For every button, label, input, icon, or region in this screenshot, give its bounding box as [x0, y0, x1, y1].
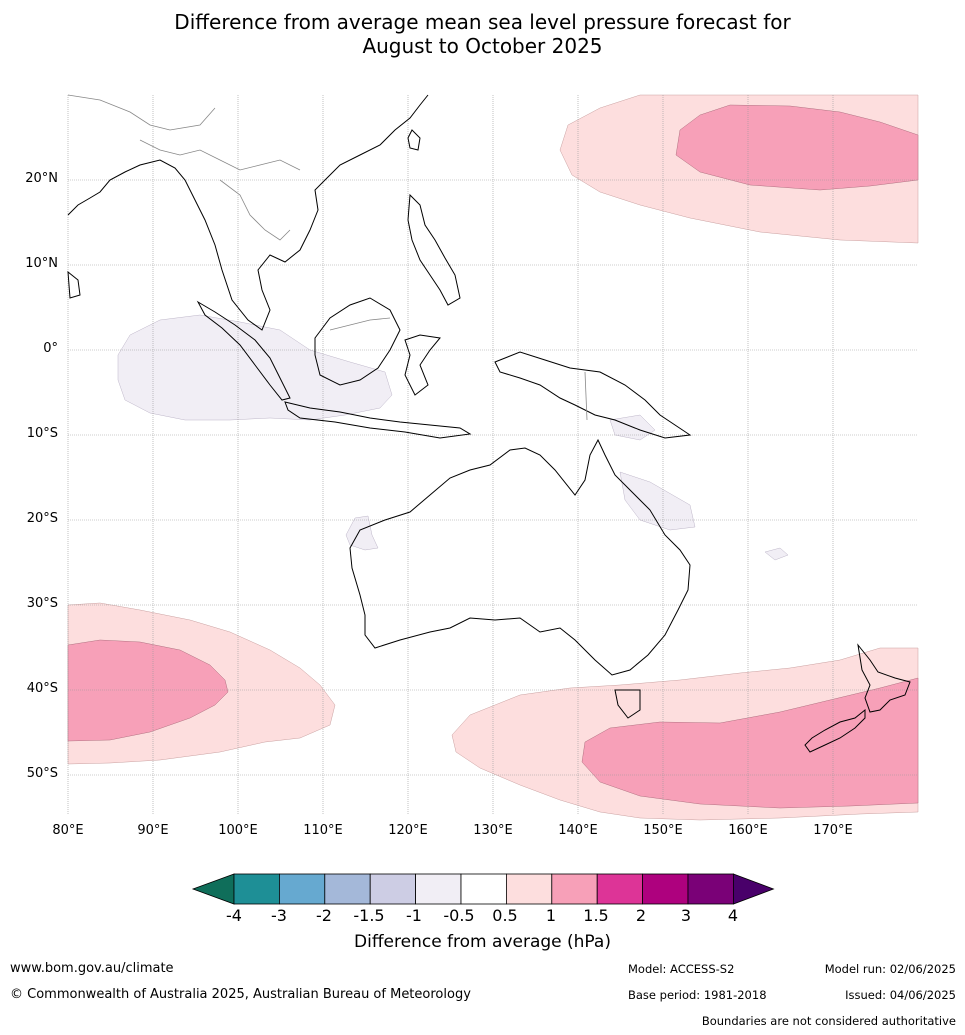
sri-lanka-coast	[67, 270, 81, 299]
colorbar-swatch	[415, 873, 462, 905]
lat-label-20n: 20°N	[25, 171, 58, 186]
colorbar-swatch	[233, 873, 280, 905]
borneo-coast	[314, 297, 401, 386]
mainland-asia-coast	[67, 94, 429, 331]
anomaly-positive-se-strong	[581, 677, 919, 809]
lat-label-40s: 40°S	[26, 681, 58, 696]
issued-date: Issued: 04/06/2025	[845, 988, 956, 1002]
lon-label-170e: 170°E	[813, 823, 853, 838]
colorbar-tick: 0.5	[492, 906, 518, 925]
tasmania-coast	[614, 689, 641, 719]
colorbar-arrow-high	[733, 873, 775, 905]
sumatra-coast	[196, 300, 291, 401]
colorbar-tick: -3	[271, 906, 287, 925]
copyright-text: © Commonwealth of Australia 2025, Austra…	[10, 987, 471, 1002]
colorbar-arrow-low	[191, 873, 235, 905]
lon-label-80e: 80°E	[52, 823, 84, 838]
colorbar-tick: -4	[226, 906, 242, 925]
colorbar-tick: 3	[680, 906, 692, 925]
colorbar-title: Difference from average (hPa)	[354, 932, 611, 952]
model-run: Model run: 02/06/2025	[824, 962, 956, 976]
sulawesi-coast	[404, 334, 441, 396]
anomaly-positive-ne-strong	[675, 104, 919, 191]
anomaly-negative-indian-ocean	[117, 314, 393, 421]
lat-label-0: 0°	[43, 341, 58, 356]
new-zealand-south-coast	[804, 708, 866, 753]
colorbar-swatch	[324, 873, 371, 905]
colorbar	[191, 873, 775, 905]
philippines-coast	[407, 193, 461, 306]
colorbar-swatch	[505, 873, 553, 905]
anomaly-negative-west-aus	[345, 515, 379, 551]
base-period: Base period: 1981-2018	[628, 988, 767, 1002]
colorbar-swatch	[596, 873, 644, 905]
colorbar-tick: -2	[316, 906, 332, 925]
lon-label-90e: 90°E	[137, 823, 169, 838]
website-link[interactable]: www.bom.gov.au/climate	[10, 961, 174, 976]
lon-label-120e: 120°E	[388, 823, 428, 838]
anomaly-negative-coral-sea	[619, 471, 696, 531]
new-zealand-north-coast	[857, 643, 911, 713]
country-borders	[67, 94, 588, 421]
lon-label-150e: 150°E	[643, 823, 683, 838]
lon-label-140e: 140°E	[558, 823, 598, 838]
colorbar-tick: 1	[545, 906, 557, 925]
anomaly-negative-pacific	[764, 547, 789, 561]
anomaly-positive-sw-strong	[67, 639, 229, 742]
colorbar-tick: -1	[406, 906, 422, 925]
boundaries-disclaimer: Boundaries are not considered authoritat…	[701, 1014, 956, 1028]
lat-label-10n: 10°N	[25, 256, 58, 271]
colorbar-swatch	[369, 873, 417, 905]
java-coast	[284, 401, 472, 439]
lon-label-100e: 100°E	[218, 823, 258, 838]
colorbar-swatch	[460, 873, 507, 905]
new-guinea-coast	[494, 351, 692, 439]
colorbar-swatch	[278, 873, 326, 905]
colorbar-tick: -1.5	[353, 906, 385, 925]
title-line-1: Difference from average mean sea level p…	[174, 10, 791, 34]
title-line-2: August to October 2025	[362, 34, 603, 58]
lon-label-160e: 160°E	[728, 823, 768, 838]
colorbar-tick: 4	[727, 906, 739, 925]
lat-label-50s: 50°S	[26, 766, 58, 781]
lat-label-10s: 10°S	[26, 426, 58, 441]
colorbar-tick: -0.5	[443, 906, 475, 925]
taiwan-coast	[407, 129, 421, 151]
lon-label-110e: 110°E	[303, 823, 343, 838]
colorbar-swatch	[642, 873, 689, 905]
lat-label-20s: 20°S	[26, 511, 58, 526]
lon-label-130e: 130°E	[473, 823, 513, 838]
colorbar-swatch	[687, 873, 734, 905]
chart-title: Difference from average mean sea level p…	[0, 10, 965, 58]
colorbar-swatch	[551, 873, 598, 905]
lat-label-30s: 30°S	[26, 596, 58, 611]
coastlines	[67, 94, 911, 753]
colorbar-tick: 2	[635, 906, 647, 925]
colorbar-tick: 1.5	[583, 906, 609, 925]
australia-coast	[349, 438, 691, 676]
model-name: Model: ACCESS-S2	[628, 962, 735, 976]
